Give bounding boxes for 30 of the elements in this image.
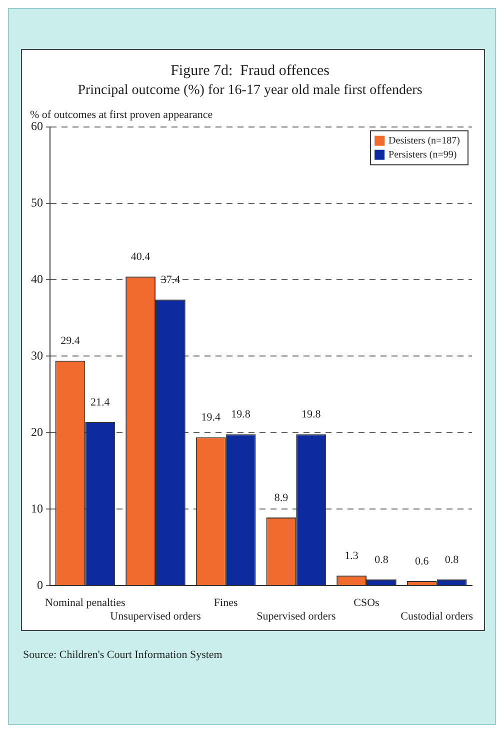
- y-tick-label: 60: [31, 118, 43, 133]
- y-tick-label: 30: [31, 348, 43, 362]
- legend-label: Desisters (n=187): [388, 135, 460, 146]
- chart-subtitle: Principal outcome (%) for 16-17 year old male first offenders: [78, 83, 422, 98]
- legend-label: Persisters (n=99): [388, 149, 457, 160]
- x-tick-label: Custodial orders: [400, 610, 474, 622]
- x-tick-label: CSOs: [354, 597, 380, 610]
- y-axis-title: % of outcomes at first proven appearance: [30, 109, 213, 122]
- data-label: 19.8: [231, 408, 251, 421]
- x-tick-label: Nominal penalties: [44, 597, 126, 610]
- data-label: 8.9: [274, 492, 289, 504]
- data-label: 0.6: [415, 555, 430, 568]
- y-tick-label: 40: [31, 272, 43, 286]
- y-tick-label: 50: [31, 195, 43, 210]
- data-label: 29.4: [60, 335, 80, 348]
- data-label: 21.4: [90, 396, 110, 408]
- data-label: 19.4: [201, 412, 222, 424]
- data-label: 1.3: [344, 550, 359, 562]
- y-tick-label: 20: [31, 424, 43, 439]
- y-tick-label: 0: [37, 578, 43, 592]
- data-label: 0.8: [374, 554, 389, 566]
- x-tick-label: Unsupervised orders: [110, 610, 201, 622]
- data-label: 0.8: [444, 554, 460, 566]
- data-label: 19.8: [301, 408, 322, 421]
- x-tick-label: Fines: [214, 597, 238, 610]
- y-tick-label: 10: [31, 501, 43, 516]
- x-tick-label: Supervised orders: [256, 610, 336, 622]
- chart-title: Figure 7d: Fraud offences: [170, 62, 330, 79]
- data-label: 40.4: [130, 251, 151, 264]
- source-note: Source: Children's Court Information System: [23, 649, 222, 661]
